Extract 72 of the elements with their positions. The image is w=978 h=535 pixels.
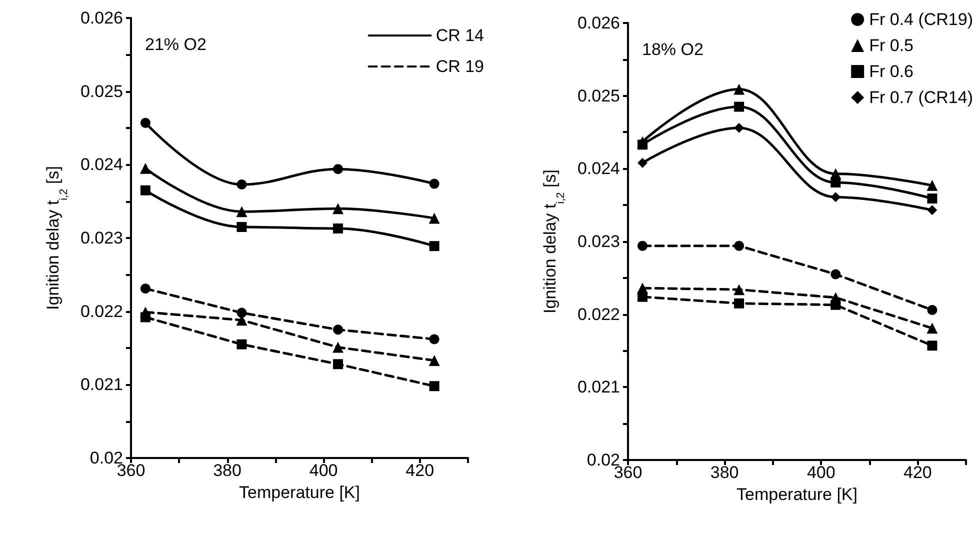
y-axis-title: Ignition delay ti,2 [s] xyxy=(540,170,568,314)
y-tick-label: 0.023 xyxy=(577,232,620,251)
x-tick-label: 420 xyxy=(904,463,932,482)
point xyxy=(140,162,151,174)
y-tick-label: 0.022 xyxy=(577,304,620,324)
y-tick-label: 0.026 xyxy=(80,8,123,28)
point xyxy=(236,308,247,318)
point xyxy=(333,324,344,335)
y-tick-label: 0.023 xyxy=(80,228,123,248)
point xyxy=(236,222,247,232)
y-tick-label: 0.024 xyxy=(577,159,620,178)
point xyxy=(637,292,648,302)
legend-label: Fr 0.5 xyxy=(869,36,914,55)
point xyxy=(236,206,248,218)
point xyxy=(429,178,440,189)
point xyxy=(734,298,744,308)
point xyxy=(428,212,440,224)
point xyxy=(429,241,440,252)
legend-label: Fr 0.6 xyxy=(869,62,914,81)
point xyxy=(637,140,648,150)
point xyxy=(140,312,150,322)
x-axis-title: Temperature [K] xyxy=(239,482,360,502)
point xyxy=(926,180,938,191)
point xyxy=(830,192,841,202)
point xyxy=(734,102,744,112)
point xyxy=(429,334,440,344)
x-tick-label: 400 xyxy=(309,461,338,480)
y-tick-label: 0.024 xyxy=(80,155,123,174)
point xyxy=(830,300,841,310)
point xyxy=(927,205,938,216)
point xyxy=(428,354,440,366)
point xyxy=(734,122,744,133)
x-tick-label: 420 xyxy=(406,461,434,480)
point xyxy=(637,158,648,168)
annotation: 21% O2 xyxy=(145,35,206,54)
y-tick-label: 0.022 xyxy=(80,302,123,321)
annotation: 18% O2 xyxy=(642,40,704,59)
legend-label: Fr 0.7 (CR14) xyxy=(869,88,974,107)
point xyxy=(332,342,344,353)
legend-label: Fr 0.4 (CR19) xyxy=(869,10,974,29)
x-tick-label: 400 xyxy=(806,463,836,482)
point xyxy=(830,178,841,188)
y-tick-label: 0.021 xyxy=(80,375,123,394)
point xyxy=(927,340,938,351)
x-tick-label: 380 xyxy=(710,463,739,482)
y-tick-label: 0.026 xyxy=(577,14,620,32)
point xyxy=(927,304,938,315)
point xyxy=(332,203,344,214)
point xyxy=(830,269,841,280)
y-tick-label: 0.025 xyxy=(80,82,123,101)
y-tick-label: 0.021 xyxy=(577,378,620,397)
point xyxy=(140,118,150,128)
legend-label: CR 19 xyxy=(436,57,484,76)
point xyxy=(333,359,344,370)
point xyxy=(140,284,150,294)
point xyxy=(333,223,344,234)
point xyxy=(927,194,938,204)
x-axis-title: Temperature [K] xyxy=(736,484,858,504)
point xyxy=(236,339,247,350)
point xyxy=(236,179,247,190)
y-axis-title: Ignition delay ti,2 [s] xyxy=(44,166,70,310)
y-tick-label: 0.025 xyxy=(577,86,620,106)
x-tick-label: 380 xyxy=(213,461,242,480)
point xyxy=(429,381,440,392)
point xyxy=(637,240,648,251)
point xyxy=(926,322,938,334)
point xyxy=(734,240,744,251)
point xyxy=(734,84,745,95)
point xyxy=(333,164,344,174)
point xyxy=(734,284,745,296)
point xyxy=(140,185,150,196)
legend-label: CR 14 xyxy=(436,26,484,45)
